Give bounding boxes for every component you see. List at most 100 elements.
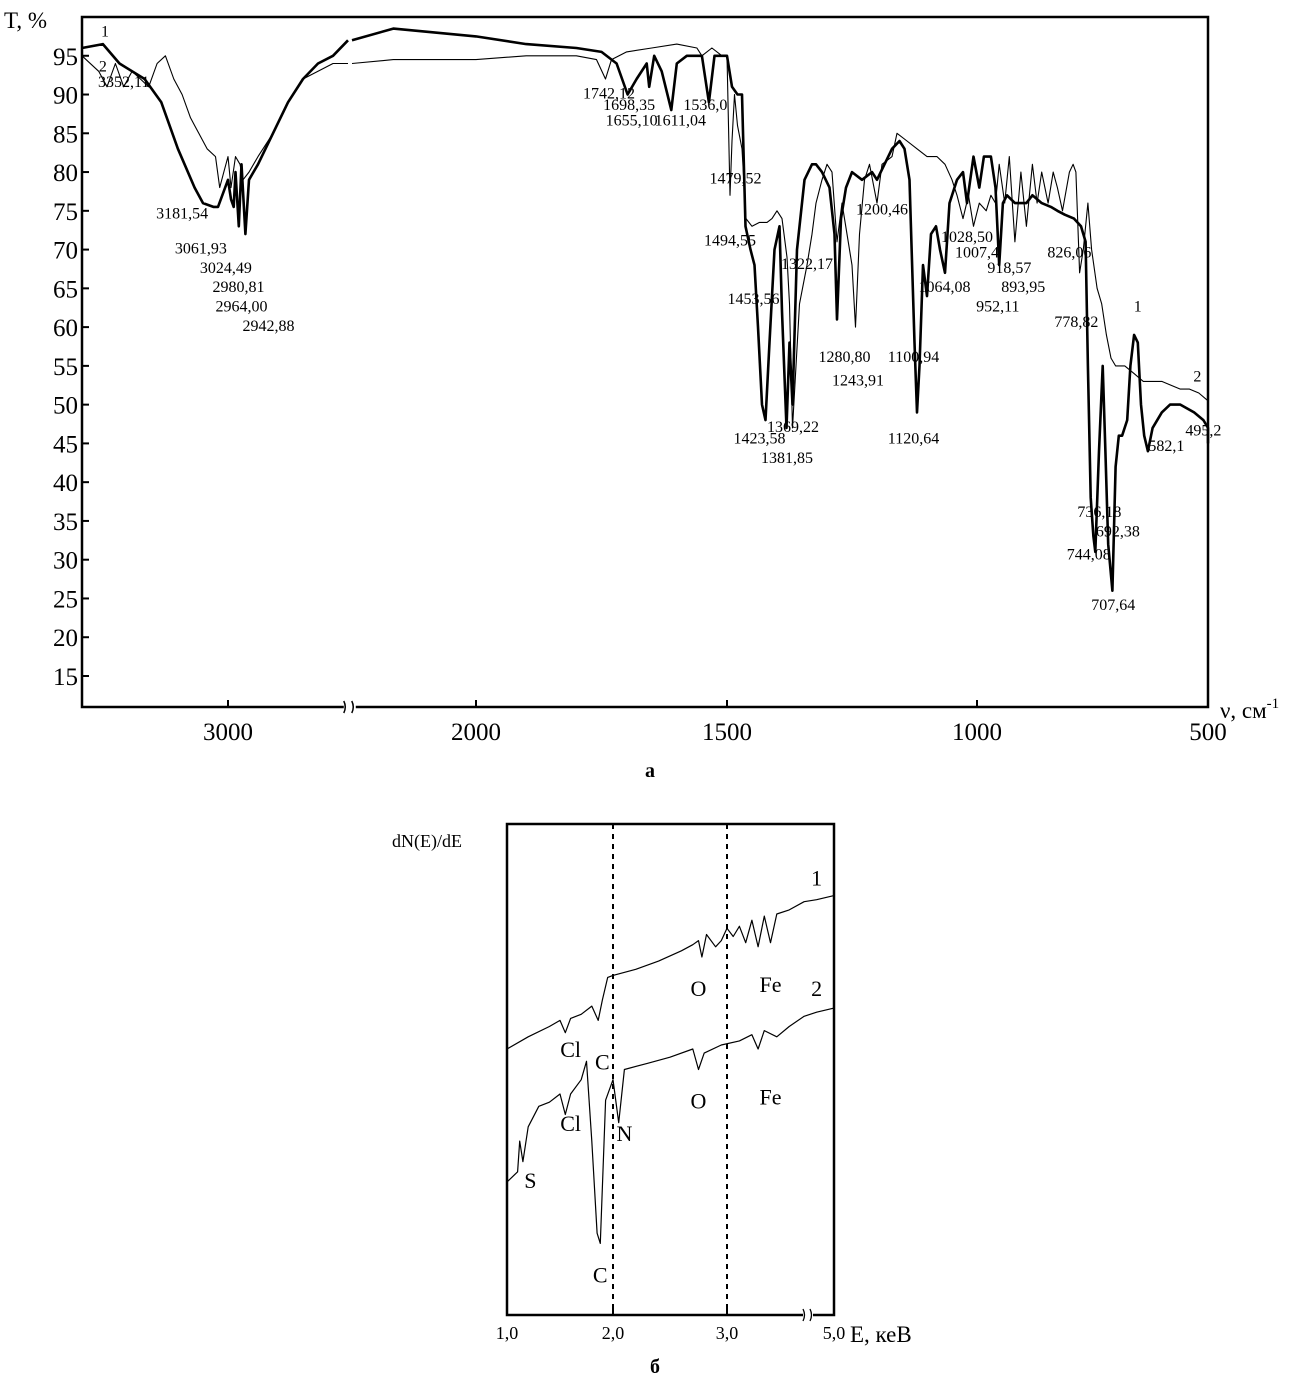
ir-peak-annotation: 1698,35 [603,97,655,114]
ir-curve-label: 1 [101,23,109,40]
aes-element-label: Fe [760,1084,782,1109]
ir-peak-annotation: 1742,12 [583,85,635,102]
ir-axis-break [343,700,356,714]
ir-x-tick-label: 3000 [203,719,253,746]
aes-x-axis-label: E, кеВ [850,1322,912,1347]
ir-y-tick-label: 35 [53,509,78,536]
ir-axis-break-mark [343,700,347,714]
ir-peak-annotation: 744,08 [1067,547,1111,564]
ir-peak-annotation: 918,57 [987,260,1031,277]
ir-peak-annotation: 1381,85 [761,450,813,467]
ir-peak-annotation: 952,11 [976,299,1019,316]
aes-element-label: C [593,1262,608,1287]
ir-series-2-line [81,43,1209,429]
ir-y-tick-label: 75 [53,199,78,226]
ir-spectrum-panel: 15 20 25 30 35 40 45 50 55 60 65 70 75 80 85 90 95 3000 2… [4,8,1279,782]
ir-y-tick-label: 65 [53,276,78,303]
aes-series-2-line [506,1007,835,1244]
ir-peak-annotation: 692,38 [1096,523,1140,540]
ir-y-tick-label: 55 [53,354,78,381]
aes-element-label: Cl [560,1037,581,1062]
ir-curve-label: 2 [99,58,107,75]
aes-x-ticks: 1,0 2,0 3,0 5,0 [496,1309,846,1343]
aes-element-label: O [691,976,707,1001]
ir-peak-annotation: 1479,52 [710,171,762,188]
ir-peak-annotation: 3024,49 [200,260,252,277]
ir-peak-annotation: 826,06 [1047,244,1091,261]
ir-y-tick-label: 15 [53,664,78,691]
ir-y-tick-label: 45 [53,431,78,458]
ir-y-tick-label: 95 [53,44,78,71]
aes-axis-break [802,1308,813,1322]
ir-y-tick-label: 80 [53,160,78,187]
aes-x-tick-label: 3,0 [716,1323,739,1343]
ir-peak-annotation: 1064,08 [919,279,971,296]
aes-axis-break-gap [803,1309,813,1321]
ir-series [81,27,1210,592]
ir-peak-annotation: 495,2 [1185,423,1221,440]
ir-peak-annotation: 1120,64 [888,430,939,447]
ir-y-tick-label: 20 [53,625,78,652]
aes-y-axis-label: dN(E)/dE [392,831,462,852]
ir-peak-annotation: 1100,94 [888,349,939,366]
ir-x-axis-label-superscript: -1 [1267,696,1280,712]
aes-series-label: 2 [811,976,822,1001]
aes-series [506,895,835,1244]
ir-peak-annotation: 3352,11 [98,74,149,91]
ir-peak-annotation: 1028,50 [941,229,993,246]
ir-axis-break-mark [351,700,355,714]
ir-y-ticks: 15 20 25 30 35 40 45 50 55 60 65 70 75 80 85 90 95 [53,44,89,691]
aes-axis-break-mark [809,1308,813,1322]
aes-series-labels: 12 [811,865,822,1000]
aes-element-label: N [616,1121,632,1146]
ir-x-ticks: 3000 2000 1500 1000 500 [203,700,1227,746]
ir-y-axis-label: T, % [4,8,47,33]
ir-x-tick-label: 1000 [952,719,1002,746]
aes-element-label: Fe [760,972,782,997]
ir-y-tick-label: 30 [53,548,78,575]
aes-panel-label: б [650,1356,660,1376]
ir-y-tick-label: 70 [53,238,78,265]
ir-peak-annotation: 582,1 [1148,438,1184,455]
ir-y-tick-label: 40 [53,470,78,497]
ir-x-tick-label: 1500 [702,719,752,746]
ir-x-tick-label: 2000 [451,719,501,746]
ir-peak-annotation: 2980,81 [213,279,265,296]
ir-peak-annotation: 1243,91 [832,372,884,389]
ir-peak-annotation: 1423,58 [734,430,786,447]
ir-peak-annotation: 1536,0 [683,97,727,114]
aes-element-label: O [691,1088,707,1113]
ir-peak-annotation: 707,64 [1091,597,1135,614]
ir-peak-annotation: 1200,46 [856,202,908,219]
ir-peak-annotation: 3061,93 [175,240,227,257]
aes-x-tick-label: 5,0 [823,1323,846,1343]
ir-peak-annotation: 2942,88 [243,318,295,335]
ir-peak-annotation: 736,18 [1077,504,1121,521]
aes-x-tick-label: 1,0 [496,1323,519,1343]
aes-dashed-lines [612,824,728,1315]
ir-peak-annotation: 1369,22 [767,419,819,436]
aes-element-label: Cl [560,1111,581,1136]
ir-annotations: 3352,11 3181,54 3061,93 3024,49 2980,81 2964,… [98,74,1221,614]
aes-plot-frame [505,822,836,1317]
aes-series-label: 1 [811,865,822,890]
aes-x-tick-label: 2,0 [602,1323,625,1343]
ir-panel-label: а [645,760,655,782]
ir-y-tick-label: 90 [53,83,78,110]
ir-peak-annotation: 1655,10 [606,113,658,130]
aes-element-labels: Cl C O Fe Cl N O Fe S C [524,972,781,1288]
ir-peak-annotation: 1611,04 [655,113,706,130]
ir-x-tick-label: 500 [1189,719,1227,746]
aes-axis-break-mark [802,1308,806,1322]
ir-y-tick-label: 85 [53,121,78,148]
ir-peak-annotation: 3181,54 [156,206,208,223]
ir-peak-annotation: 1322,17 [781,256,833,273]
ir-y-tick-label: 25 [53,586,78,613]
ir-curve-label: 2 [1193,368,1201,385]
ir-y-tick-label: 60 [53,315,78,342]
ir-peak-annotation: 893,95 [1001,279,1045,296]
ir-peak-annotation: 1280,80 [819,349,871,366]
ir-peak-annotation: 1494,55 [704,233,756,250]
aes-element-label: C [595,1050,610,1075]
